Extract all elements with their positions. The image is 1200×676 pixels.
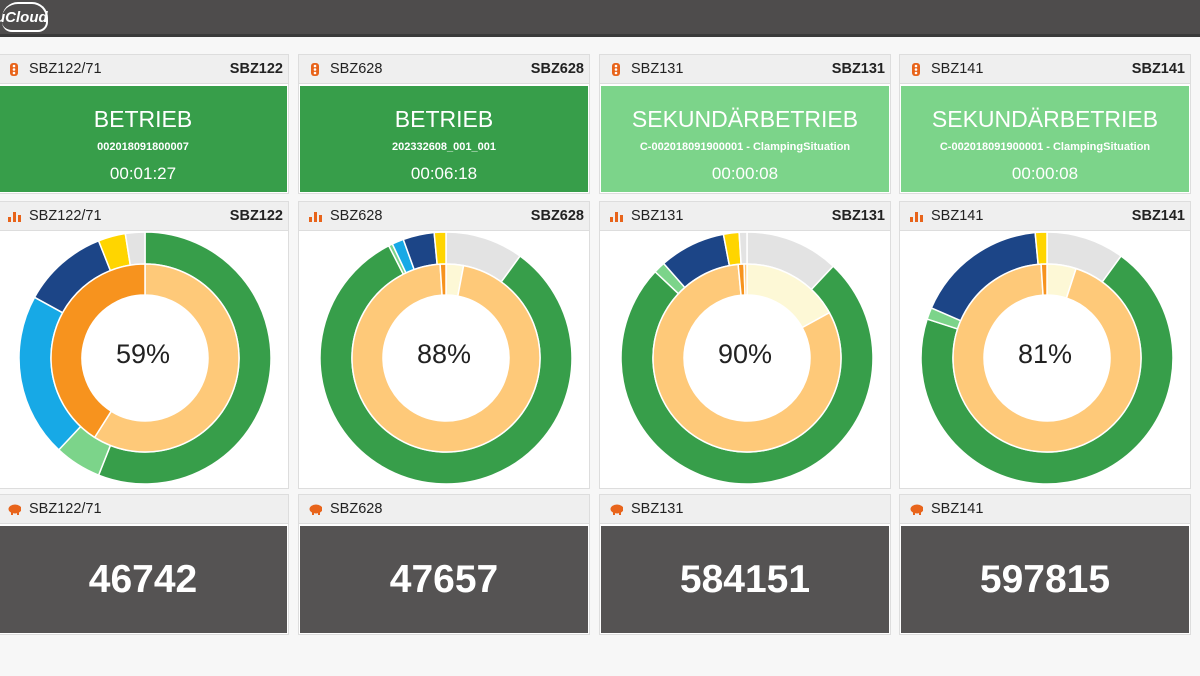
chart-card[interactable]: SBZ628 SBZ628 88% bbox=[298, 201, 590, 489]
card-header: SBZ628 SBZ628 bbox=[299, 202, 589, 231]
center-percent: 88% bbox=[416, 339, 472, 369]
counter-card[interactable]: SBZ141 597815 bbox=[899, 494, 1191, 635]
bar-chart-icon bbox=[308, 209, 322, 223]
machine-code: SBZ628 bbox=[530, 208, 584, 224]
card-header: SBZ122/71 SBZ122 bbox=[0, 55, 288, 84]
machine-name: SBZ141 bbox=[931, 208, 984, 224]
machine-code: SBZ628 bbox=[530, 61, 584, 77]
machine-code: SBZ141 bbox=[1131, 208, 1185, 224]
machine-code: SBZ131 bbox=[831, 208, 885, 224]
status-duration: 00:00:08 bbox=[1011, 164, 1079, 183]
counter-value: 47657 bbox=[300, 526, 588, 633]
job-number: C-002018091900001 - ClampingSituation bbox=[939, 141, 1151, 153]
machine-name: SBZ628 bbox=[330, 208, 383, 224]
status-card[interactable]: SBZ141 SBZ141 SEKUNDÄRBETRIEB C-00201809… bbox=[899, 54, 1191, 194]
status-duration: 00:06:18 bbox=[410, 164, 478, 183]
card-header: SBZ141 bbox=[900, 495, 1190, 524]
machine-name: SBZ628 bbox=[330, 61, 383, 77]
machine-code: SBZ141 bbox=[1131, 61, 1185, 77]
piggy-bank-icon bbox=[909, 502, 923, 516]
top-bar: uCloud bbox=[0, 0, 1200, 37]
inner-ring-segment[interactable] bbox=[952, 263, 1142, 453]
card-header: SBZ141 SBZ141 bbox=[900, 202, 1190, 231]
traffic-light-icon bbox=[909, 62, 923, 76]
status-duration: 00:01:27 bbox=[109, 164, 177, 183]
counter-card[interactable]: SBZ131 584151 bbox=[599, 494, 891, 635]
card-header: SBZ131 bbox=[600, 495, 890, 524]
status-text: SEKUNDÄRBETRIEB bbox=[631, 106, 859, 132]
card-header: SBZ131 SBZ131 bbox=[600, 55, 890, 84]
inner-ring-segment[interactable] bbox=[93, 263, 240, 453]
traffic-light-icon bbox=[609, 62, 623, 76]
status-panel: BETRIEB 002018091800007 00:01:27 bbox=[0, 86, 287, 192]
bar-chart-icon bbox=[7, 209, 21, 223]
logo-text: uCloud bbox=[0, 9, 48, 26]
donut-chart bbox=[920, 232, 1174, 485]
inner-ring-segment[interactable] bbox=[351, 263, 541, 453]
status-card[interactable]: SBZ628 SBZ628 BETRIEB 202332608_001_001 … bbox=[298, 54, 590, 194]
status-card[interactable]: SBZ122/71 SBZ122 BETRIEB 002018091800007… bbox=[0, 54, 289, 194]
inner-ring-segment[interactable] bbox=[50, 263, 146, 439]
machine-name: SBZ122/71 bbox=[29, 208, 102, 224]
status-text: BETRIEB bbox=[93, 106, 193, 132]
chart-card[interactable]: SBZ122/71 SBZ122 59% bbox=[0, 201, 289, 489]
counter-value: 584151 bbox=[601, 526, 889, 633]
card-header: SBZ122/71 bbox=[0, 495, 288, 524]
status-duration: 00:00:08 bbox=[711, 164, 779, 183]
center-percent: 90% bbox=[717, 339, 773, 369]
status-panel: BETRIEB 202332608_001_001 00:06:18 bbox=[300, 86, 588, 192]
piggy-bank-icon bbox=[609, 502, 623, 516]
machine-code: SBZ131 bbox=[831, 61, 885, 77]
donut-chart bbox=[18, 232, 272, 485]
inner-ring-segment[interactable] bbox=[743, 263, 748, 296]
card-header: SBZ141 SBZ141 bbox=[900, 55, 1190, 84]
chart-card[interactable]: SBZ141 SBZ141 81% bbox=[899, 201, 1191, 489]
machine-name: SBZ141 bbox=[931, 501, 984, 517]
card-header: SBZ122/71 SBZ122 bbox=[0, 202, 288, 231]
cloud-icon bbox=[2, 2, 48, 32]
center-percent: 59% bbox=[115, 339, 171, 369]
machine-name: SBZ122/71 bbox=[29, 61, 102, 77]
machine-name: SBZ141 bbox=[931, 61, 984, 77]
counter-value: 46742 bbox=[0, 526, 287, 633]
inner-ring-segment[interactable] bbox=[439, 263, 447, 296]
status-text: BETRIEB bbox=[394, 106, 494, 132]
bar-chart-icon bbox=[909, 209, 923, 223]
counter-card[interactable]: SBZ628 47657 bbox=[298, 494, 590, 635]
counter-value: 597815 bbox=[901, 526, 1189, 633]
inner-ring-segment[interactable] bbox=[652, 263, 842, 453]
card-header: SBZ628 bbox=[299, 495, 589, 524]
card-header: SBZ628 SBZ628 bbox=[299, 55, 589, 84]
status-card[interactable]: SBZ131 SBZ131 SEKUNDÄRBETRIEB C-00201809… bbox=[599, 54, 891, 194]
machine-name: SBZ131 bbox=[631, 208, 684, 224]
inner-ring-segment[interactable] bbox=[1040, 263, 1048, 296]
machine-name: SBZ122/71 bbox=[29, 501, 102, 517]
donut-chart bbox=[620, 232, 874, 485]
chart-card[interactable]: SBZ131 SBZ131 90% bbox=[599, 201, 891, 489]
donut-chart bbox=[319, 232, 573, 485]
status-panel: SEKUNDÄRBETRIEB C-002018091900001 - Clam… bbox=[901, 86, 1189, 192]
job-number: 202332608_001_001 bbox=[391, 141, 496, 153]
status-text: SEKUNDÄRBETRIEB bbox=[931, 106, 1159, 132]
status-panel: SEKUNDÄRBETRIEB C-002018091900001 - Clam… bbox=[601, 86, 889, 192]
job-number: C-002018091900001 - ClampingSituation bbox=[639, 141, 851, 153]
center-percent: 81% bbox=[1017, 339, 1073, 369]
machine-name: SBZ131 bbox=[631, 501, 684, 517]
machine-code: SBZ122 bbox=[229, 61, 283, 77]
counter-card[interactable]: SBZ122/71 46742 bbox=[0, 494, 289, 635]
card-header: SBZ131 SBZ131 bbox=[600, 202, 890, 231]
bar-chart-icon bbox=[609, 209, 623, 223]
outer-ring-segment[interactable] bbox=[738, 232, 748, 265]
logo[interactable]: uCloud bbox=[0, 2, 54, 34]
traffic-light-icon bbox=[7, 62, 21, 76]
machine-code: SBZ122 bbox=[229, 208, 283, 224]
machine-name: SBZ628 bbox=[330, 501, 383, 517]
job-number: 002018091800007 bbox=[97, 141, 189, 153]
piggy-bank-icon bbox=[308, 502, 322, 516]
traffic-light-icon bbox=[308, 62, 322, 76]
machine-name: SBZ131 bbox=[631, 61, 684, 77]
piggy-bank-icon bbox=[7, 502, 21, 516]
